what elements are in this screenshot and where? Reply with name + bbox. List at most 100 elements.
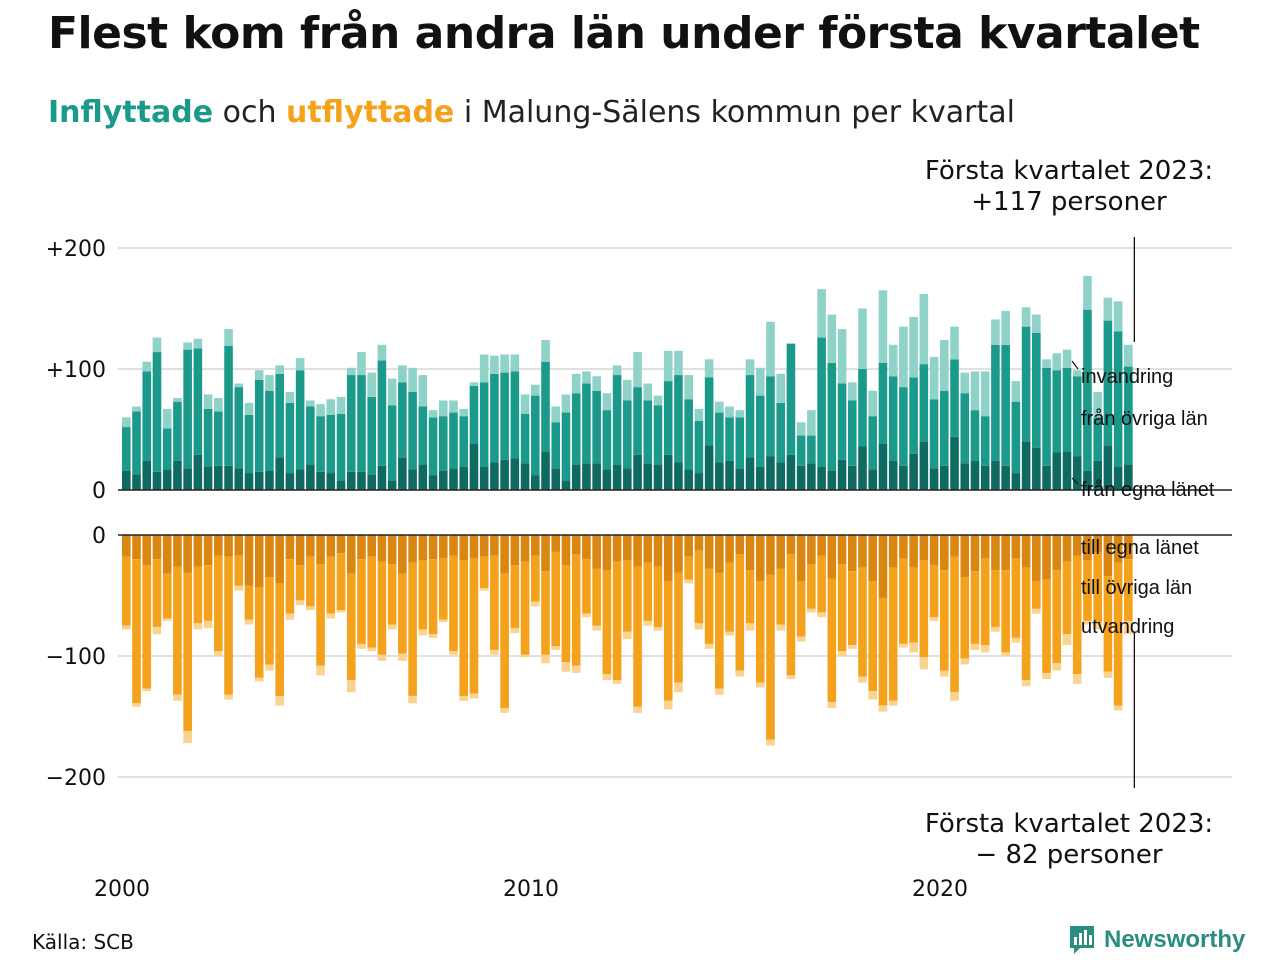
bar-out-1 xyxy=(991,570,1000,627)
bar-in-1 xyxy=(561,412,571,481)
bar-out-1 xyxy=(623,560,632,632)
bar-out-2 xyxy=(776,624,785,631)
bar-out-1 xyxy=(847,571,857,646)
bar-in-1 xyxy=(346,375,356,472)
bar-in-0 xyxy=(152,471,162,490)
bar-out-0 xyxy=(715,535,724,573)
bar-out-1 xyxy=(1052,570,1062,664)
bar-in-2 xyxy=(1113,301,1123,332)
bar-out-1 xyxy=(715,572,724,689)
bar-in-1 xyxy=(1072,376,1082,457)
bar-out-2 xyxy=(623,631,632,640)
bar-in-0 xyxy=(326,473,336,490)
bar-in-1 xyxy=(582,383,591,464)
bar-in-2 xyxy=(224,329,233,347)
bar-out-1 xyxy=(306,556,315,607)
newsworthy-logo[interactable]: Newsworthy xyxy=(1068,924,1245,956)
bar-out-2 xyxy=(275,695,284,706)
bar-out-0 xyxy=(1001,535,1010,571)
bar-in-0 xyxy=(500,459,509,490)
bar-in-2 xyxy=(254,370,264,380)
bar-out-0 xyxy=(244,535,254,586)
bar-in-2 xyxy=(715,401,724,413)
bar-out-2 xyxy=(612,680,622,684)
bar-in-0 xyxy=(520,463,530,490)
bar-out-1 xyxy=(653,566,663,627)
bar-in-0 xyxy=(183,468,192,490)
bar-in-0 xyxy=(428,475,438,490)
bar-out-2 xyxy=(459,695,469,701)
bar-in-0 xyxy=(745,457,755,490)
bar-out-0 xyxy=(592,535,601,569)
bar-in-1 xyxy=(796,435,806,466)
bar-out-1 xyxy=(909,567,918,643)
bar-out-0 xyxy=(224,535,233,557)
bar-out-0 xyxy=(745,535,755,571)
bar-out-0 xyxy=(827,535,837,579)
bar-out-1 xyxy=(346,573,356,681)
bar-out-2 xyxy=(602,674,612,681)
bar-out-2 xyxy=(858,676,867,683)
bar-in-1 xyxy=(1124,366,1133,465)
bar-in-2 xyxy=(357,352,366,376)
bar-in-0 xyxy=(1011,473,1021,490)
bar-out-1 xyxy=(265,577,274,665)
bar-out-0 xyxy=(173,535,182,567)
bar-out-1 xyxy=(224,556,233,695)
bar-out-0 xyxy=(541,535,550,572)
bar-out-1 xyxy=(878,597,888,706)
bar-out-2 xyxy=(1052,663,1062,671)
bar-out-2 xyxy=(1001,652,1010,656)
bar-out-2 xyxy=(214,651,223,656)
bar-out-1 xyxy=(183,572,192,732)
bar-in-1 xyxy=(612,375,622,465)
bar-in-2 xyxy=(950,326,959,360)
bar-out-0 xyxy=(295,535,305,566)
bar-in-2 xyxy=(960,372,970,394)
bar-out-0 xyxy=(418,535,428,561)
bar-in-0 xyxy=(776,462,785,490)
bar-in-0 xyxy=(725,460,734,490)
bar-in-0 xyxy=(786,454,796,490)
bar-in-0 xyxy=(398,457,407,490)
bar-in-1 xyxy=(224,346,233,466)
bar-out-0 xyxy=(490,535,499,556)
y-tick-label-lower: −200 xyxy=(46,766,106,791)
bar-out-1 xyxy=(817,555,826,613)
bar-in-0 xyxy=(878,444,888,490)
bar-in-0 xyxy=(1093,460,1102,490)
bar-out-2 xyxy=(950,692,959,701)
bar-out-0 xyxy=(735,535,745,555)
bar-out-1 xyxy=(469,557,479,694)
bar-in-0 xyxy=(991,460,1000,490)
bar-in-2 xyxy=(940,339,949,391)
bar-in-2 xyxy=(602,393,612,411)
bar-in-2 xyxy=(827,314,837,363)
bar-out-0 xyxy=(704,535,714,569)
bar-out-0 xyxy=(561,535,571,566)
bar-in-0 xyxy=(899,465,908,490)
bar-in-1 xyxy=(1093,417,1102,461)
bar-in-1 xyxy=(766,376,775,457)
bar-in-1 xyxy=(643,400,653,464)
bar-in-2 xyxy=(663,350,673,382)
bar-in-2 xyxy=(571,373,581,394)
bar-out-0 xyxy=(1103,535,1113,577)
bar-in-2 xyxy=(193,338,203,349)
bar-out-0 xyxy=(306,535,315,557)
bar-out-1 xyxy=(367,556,376,648)
bar-in-2 xyxy=(684,375,693,400)
bar-in-0 xyxy=(173,460,182,490)
bar-out-2 xyxy=(1042,672,1051,679)
bar-in-1 xyxy=(132,411,141,475)
bar-out-1 xyxy=(571,554,581,666)
bar-out-2 xyxy=(1103,671,1113,678)
bar-out-2 xyxy=(561,662,571,672)
bar-out-2 xyxy=(1072,674,1082,684)
bar-in-1 xyxy=(1052,370,1062,453)
bar-in-0 xyxy=(970,460,980,490)
bar-in-1 xyxy=(203,408,213,468)
bar-in-0 xyxy=(1072,456,1082,490)
bar-out-1 xyxy=(612,561,622,681)
